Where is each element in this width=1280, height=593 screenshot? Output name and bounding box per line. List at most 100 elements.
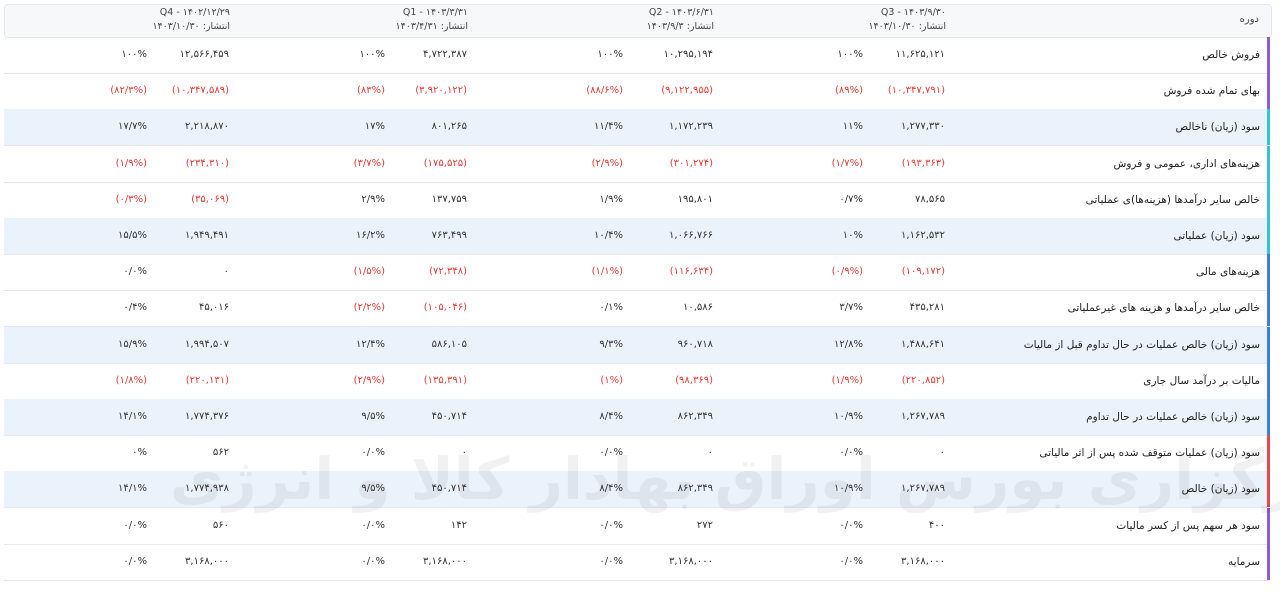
row-label: سود (زیان) خالص عملیات در حال تداوم قبل … — [1023, 338, 1260, 351]
cell-percent: ۱۷/۷% — [118, 121, 147, 133]
cell-value: ۱۰,۲۹۵,۱۹۴ — [663, 49, 713, 60]
cell-value: ۴,۷۲۲,۳۸۷ — [423, 49, 467, 60]
cell-percent: ۰/۰% — [839, 555, 863, 567]
cell-percent: ۱۵/۵% — [118, 230, 147, 241]
row-accent — [1267, 362, 1270, 399]
cell-value: ۱,۹۴۹,۴۹۱ — [185, 230, 229, 241]
cell-value: ۸۶۲,۳۴۹ — [677, 483, 713, 495]
row-label: خالص سایر درآمدها و هزینه های غیرعملیاتی — [1067, 302, 1260, 315]
row-label: سود (زیان) عملیات متوقف شده پس از اثر ما… — [1039, 447, 1260, 460]
cell-percent: ۱۰۰% — [121, 49, 147, 60]
cell-value: (۷۲,۳۴۸) — [429, 266, 467, 278]
cell-percent: ۱۰۰% — [359, 49, 385, 60]
table-row: سود (زیان) خالص عملیات در حال تداوم قبل … — [4, 326, 1270, 364]
cell-percent: (۱/۷%) — [831, 157, 863, 169]
cell-percent: ۰/۴% — [123, 302, 147, 314]
row-label: سود هر سهم پس از کسر مالیات — [1116, 519, 1260, 532]
row-label: هزینه‌های مالی — [1195, 266, 1260, 279]
cell-value: ۱,۲۶۷,۷۸۹ — [901, 483, 945, 495]
cell-percent: ۱۷% — [364, 121, 385, 133]
cell-percent: ۹/۳% — [599, 338, 623, 350]
header-label: دوره — [1239, 14, 1259, 25]
cell-percent: (۱/۸%) — [115, 374, 147, 386]
row-accent — [1267, 181, 1270, 218]
cell-percent: ۰/۰% — [361, 555, 385, 567]
row-accent — [1267, 254, 1270, 291]
cell-value: ۱,۷۷۴,۹۳۸ — [185, 483, 229, 495]
row-label: سرمایه — [1228, 555, 1260, 568]
cell-value: (۳۵,۰۶۹) — [191, 193, 229, 205]
cell-percent: (۰/۹%) — [831, 266, 863, 278]
cell-value: ۴۵۰,۷۱۴ — [431, 483, 467, 495]
cell-value: ۵۶۰ — [212, 519, 229, 531]
cell-value: ۰ — [939, 447, 945, 459]
cell-percent: ۰/۰% — [123, 266, 147, 278]
period-title: Q1 - ۱۴۰۳/۳/۳۱ — [402, 7, 468, 18]
cell-percent: ۰/۰% — [599, 447, 623, 459]
cell-value: (۱۰,۳۴۷,۷۹۱) — [887, 85, 945, 97]
cell-value: ۴۳۵,۲۸۱ — [909, 302, 945, 314]
table-row: بهای تمام شده فروش (۱۰,۳۴۷,۷۹۱) (۸۹%) (۹,۱۲… — [4, 73, 1270, 111]
cell-value: ۳,۱۶۸,۰۰۰ — [901, 555, 945, 567]
watermark: کارگزاری بورس اوراق بهادار کالا و انرژی — [170, 445, 1280, 513]
row-label: سود (زیان) عملیاتی — [1173, 230, 1260, 242]
table-row: خالص سایر درآمدها و هزینه های غیرعملیاتی… — [4, 290, 1270, 328]
cell-percent: (۸۹%) — [834, 85, 863, 97]
cell-percent: (۲/۹%) — [591, 157, 623, 169]
cell-percent: (۸۲/۳%) — [110, 85, 147, 97]
period-title: Q3 - ۱۴۰۳/۹/۳۰ — [880, 7, 946, 18]
row-accent — [1267, 145, 1270, 182]
cell-value: ۱,۲۷۷,۳۳۰ — [901, 121, 945, 133]
table-row: خالص سایر درآمدها (هزینه‌ها)ی عملیاتی ۷۸,… — [4, 181, 1270, 219]
cell-value: ۱۹۵,۸۰۱ — [677, 193, 713, 205]
cell-value: ۰ — [707, 447, 713, 459]
cell-value: (۱۳۵,۳۹۱) — [423, 374, 467, 386]
cell-value: ۴۵,۰۱۶ — [198, 302, 229, 314]
cell-percent: ۱/۹% — [599, 193, 623, 205]
cell-percent: ۱۰۰% — [597, 49, 623, 60]
cell-value: (۲۲۰,۱۳۱) — [185, 374, 229, 386]
cell-value: ۱۲,۵۶۶,۴۵۹ — [179, 49, 229, 60]
cell-percent: (۲/۹%) — [353, 374, 385, 386]
cell-value: (۱۷۵,۵۲۵) — [423, 157, 467, 169]
cell-value: ۱۱,۶۲۵,۱۲۱ — [895, 49, 945, 60]
row-label: خالص سایر درآمدها (هزینه‌ها)ی عملیاتی — [1085, 193, 1260, 206]
cell-value: ۸۶۲,۳۴۹ — [677, 411, 713, 422]
cell-percent: ۰/۰% — [361, 519, 385, 531]
cell-percent: (۱%) — [600, 374, 623, 386]
cell-value: (۹۸,۳۶۹) — [675, 374, 713, 386]
cell-percent: (۳/۷%) — [353, 157, 385, 169]
row-accent — [1267, 507, 1270, 544]
cell-percent: ۲/۹% — [361, 193, 385, 205]
cell-percent: ۳/۷% — [839, 302, 863, 314]
cell-percent: ۰/۱% — [599, 302, 623, 314]
table-row: هزینه‌های مالی (۱۰۹,۱۷۲) (۰/۹%) (۱۱۶,۶۳۴) (۱… — [4, 254, 1270, 292]
cell-percent: ۱۴/۱% — [118, 411, 147, 422]
cell-value: (۱۰۹,۱۷۲) — [901, 266, 945, 278]
row-label: هزینه‌های اداری، عمومی و فروش — [1113, 157, 1260, 170]
cell-value: ۲۷۲ — [696, 519, 713, 531]
cell-percent: ۱۵/۹% — [118, 338, 147, 350]
cell-percent: ۱۰/۹% — [834, 483, 863, 495]
period-published: انتشار: ۱۴۰۳/۱۰/۳۰ — [868, 21, 946, 32]
cell-value: (۳,۹۲۰,۱۲۲) — [415, 85, 467, 97]
row-accent — [1267, 471, 1270, 508]
row-label: سود (زیان) خالص عملیات در حال تداوم — [1086, 411, 1260, 423]
cell-percent: ۹/۵% — [361, 483, 385, 495]
cell-value: ۷۶۳,۴۹۹ — [431, 230, 467, 241]
cell-percent: ۰/۰% — [361, 447, 385, 459]
period-title: Q4 - ۱۴۰۲/۱۲/۲۹ — [159, 7, 230, 18]
table-row: فروش خالص ۱۱,۶۲۵,۱۲۱ ۱۰۰% ۱۰,۲۹۵,۱۹۴ ۱۰۰% ۴,۷… — [4, 37, 1270, 74]
cell-value: (۲۳۴,۳۱۰) — [185, 157, 229, 169]
period-published: انتشار: ۱۴۰۳/۹/۳ — [646, 21, 714, 32]
cell-percent: ۰/۷% — [839, 193, 863, 205]
period-published: انتشار: ۱۴۰۳/۱۰/۳۰ — [152, 21, 230, 32]
cell-value: ۱۰,۵۸۶ — [682, 302, 713, 314]
table-row: سود (زیان) عملیاتی ۱,۱۶۲,۵۳۲ ۱۰% ۱,۰۶۶,۷۶۶ ۱… — [4, 218, 1270, 255]
cell-percent: ۰/۰% — [599, 555, 623, 567]
cell-percent: ۱۲/۴% — [356, 338, 385, 350]
period-title: Q2 - ۱۴۰۳/۶/۳۱ — [648, 7, 714, 18]
cell-value: ۴۵۰,۷۱۴ — [431, 411, 467, 422]
cell-value: (۳۰۱,۲۷۴) — [669, 157, 713, 169]
